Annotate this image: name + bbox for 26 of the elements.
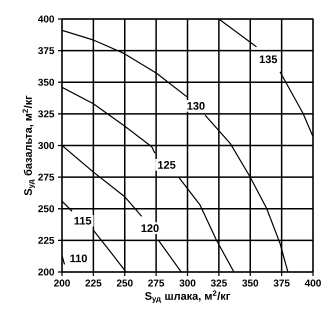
y-tick-label: 375	[38, 47, 54, 54]
series-label: 110	[70, 254, 87, 262]
x-tick-label: 275	[148, 280, 164, 287]
x-tick-label: 300	[179, 280, 196, 287]
x-tick-label: 400	[304, 280, 321, 287]
y-tick-label: 250	[38, 205, 54, 212]
y-tick-label: 225	[38, 236, 54, 244]
x-tick-label: 200	[54, 280, 70, 287]
y-tick-label: 400	[38, 15, 54, 23]
x-tick-label: 225	[85, 280, 102, 287]
x-axis-title: S$_{уд}$ шлака, м$^{2}$/кг	[145, 290, 230, 303]
series-label: 120	[142, 224, 159, 232]
x-tick-label: 325	[210, 280, 227, 287]
series-label: 130	[187, 102, 205, 110]
series-label: 135	[260, 55, 278, 64]
series-label: 125	[158, 161, 176, 169]
x-tick-label: 375	[274, 280, 290, 287]
y-tick-label: 300	[38, 142, 54, 150]
y-tick-label: 275	[38, 174, 54, 181]
x-tick-label: 350	[242, 280, 258, 287]
y-tick-label: 200	[38, 268, 54, 276]
y-tick-label: 325	[38, 110, 54, 118]
series-label: 115	[74, 216, 92, 225]
y-axis-title: S$_{уд}$ базальта, м$^{2}$/кг	[22, 96, 36, 196]
x-tick-label: 250	[116, 280, 133, 287]
y-tick-label: 350	[38, 78, 54, 86]
